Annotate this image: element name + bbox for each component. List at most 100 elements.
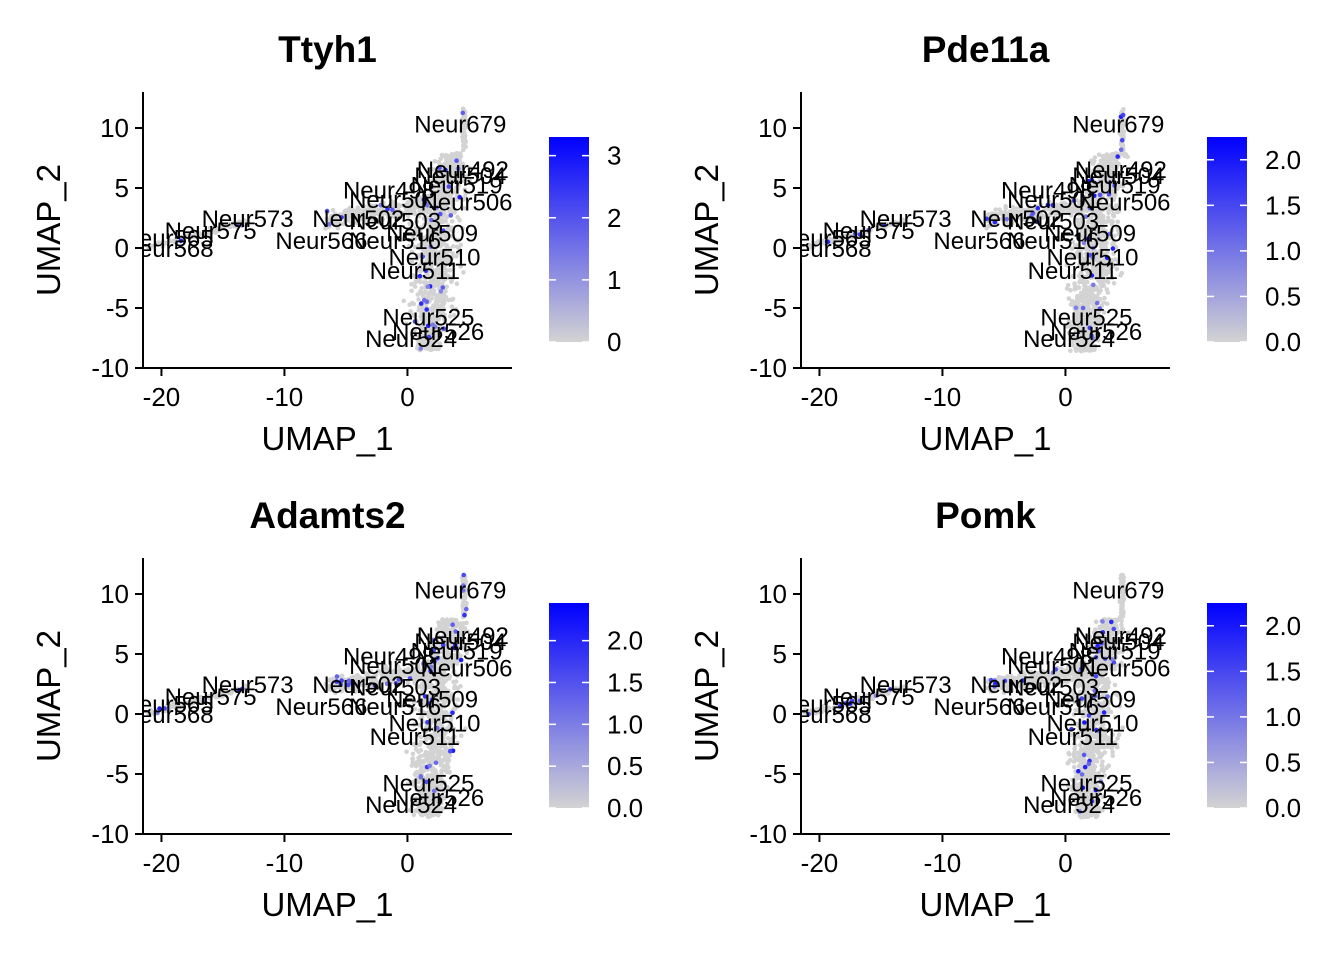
cell-point [1077,729,1082,735]
expressing-cell-point [440,285,446,290]
cell-point [426,776,432,781]
cell-point [1061,207,1066,212]
expressing-cell-point [464,606,469,612]
cell-point [435,304,441,310]
cell-point [436,634,441,639]
cell-point [446,161,451,167]
cluster-label: Neur498 [343,643,435,670]
cell-point [1079,254,1084,260]
expressing-cell-point [984,216,989,222]
cell-point [1087,212,1093,218]
cell-point [1081,287,1087,293]
cell-point [1093,324,1099,330]
cluster-label: Neur501 [349,187,441,214]
expressing-cell-point [1081,240,1087,246]
cell-point [416,698,422,704]
cell-point [411,812,417,818]
cell-point [436,278,441,284]
cell-point [432,273,438,279]
cell-point [450,244,456,249]
cell-point [458,264,464,269]
point-layer [146,572,472,820]
cell-point [466,639,472,645]
cell-point [1112,205,1117,211]
cell-point [447,197,452,203]
y-tick-label: -10 [749,353,787,383]
cell-point [434,331,440,336]
cell-point [415,254,421,259]
cell-point [438,243,443,249]
cell-point [217,693,222,698]
clip-mask-left [0,546,142,836]
expressing-cell-point [1086,183,1092,189]
cell-point [429,799,434,805]
cell-point [427,251,433,256]
cell-point [424,672,430,677]
expressing-cell-point [422,694,428,699]
cell-point [1070,274,1076,279]
cell-point [1075,300,1080,305]
cell-point [1089,347,1094,353]
expressing-cell-point [422,297,427,303]
cell-point [1111,238,1117,244]
cell-point [1088,342,1094,347]
cell-point [424,729,429,734]
cell-point [445,273,451,279]
expressing-cell-point [461,583,466,588]
cell-point [451,313,457,318]
colorbar-tick-label: 1 [607,265,621,295]
cell-point [417,793,423,798]
cell-point [389,214,395,219]
cell-point [1111,233,1117,239]
cell-point [435,701,440,706]
cluster-label: Neur506 [1078,189,1170,216]
cell-point [1103,268,1109,274]
cell-point [1082,283,1087,288]
panel-1: Ttyh1 Neur679 Neur492 Neur504 Neur519 Neur506… [0,0,672,480]
expressing-cell-point [461,572,467,578]
cell-point [1115,209,1120,215]
cell-point [986,212,991,217]
y-tick-label: -5 [106,293,129,323]
cluster-label: Neur502 [312,206,404,233]
expressing-cell-point [440,228,446,233]
y-tick-label: 10 [758,113,787,143]
expressing-cell-point [162,706,167,711]
expressing-cell-point [355,683,361,688]
cell-point [437,800,442,805]
cell-point [1095,250,1101,256]
cell-point [1103,228,1108,234]
expressing-cell-point [418,775,424,780]
cell-point [458,242,464,248]
expressing-cell-point [1094,300,1100,306]
cell-point [421,680,427,686]
cell-point [454,253,459,259]
cell-point [374,210,380,216]
cell-point [405,680,411,685]
cell-point [467,170,473,175]
panel-3: Adamts2 Neur679 Neur492 Neur504 Neur519 Neur5… [0,466,672,946]
cell-point [1086,296,1091,301]
cell-point [336,218,341,224]
cell-point [1080,199,1086,205]
cell-point [442,312,447,318]
cell-point [448,262,453,267]
expressing-cell-point [324,208,330,214]
cell-point [427,256,433,262]
umap-plot-3: Adamts2Neur679Neur492Neur504Neur519Neur5… [0,495,643,923]
expressing-cell-point [393,680,399,686]
cell-point [409,312,414,317]
cell-point [1072,699,1078,705]
expressing-cell-point [334,674,340,679]
plot-title: Ttyh1 [278,29,377,70]
cell-point [1092,330,1097,335]
cell-point [1095,234,1100,240]
expressing-cell-point [428,668,433,674]
cell-point [445,761,450,766]
cell-point [462,205,467,211]
cell-point [461,270,466,275]
cell-point [432,709,437,714]
cell-point [1094,219,1100,225]
cell-point [417,722,423,728]
cell-point [367,684,373,689]
